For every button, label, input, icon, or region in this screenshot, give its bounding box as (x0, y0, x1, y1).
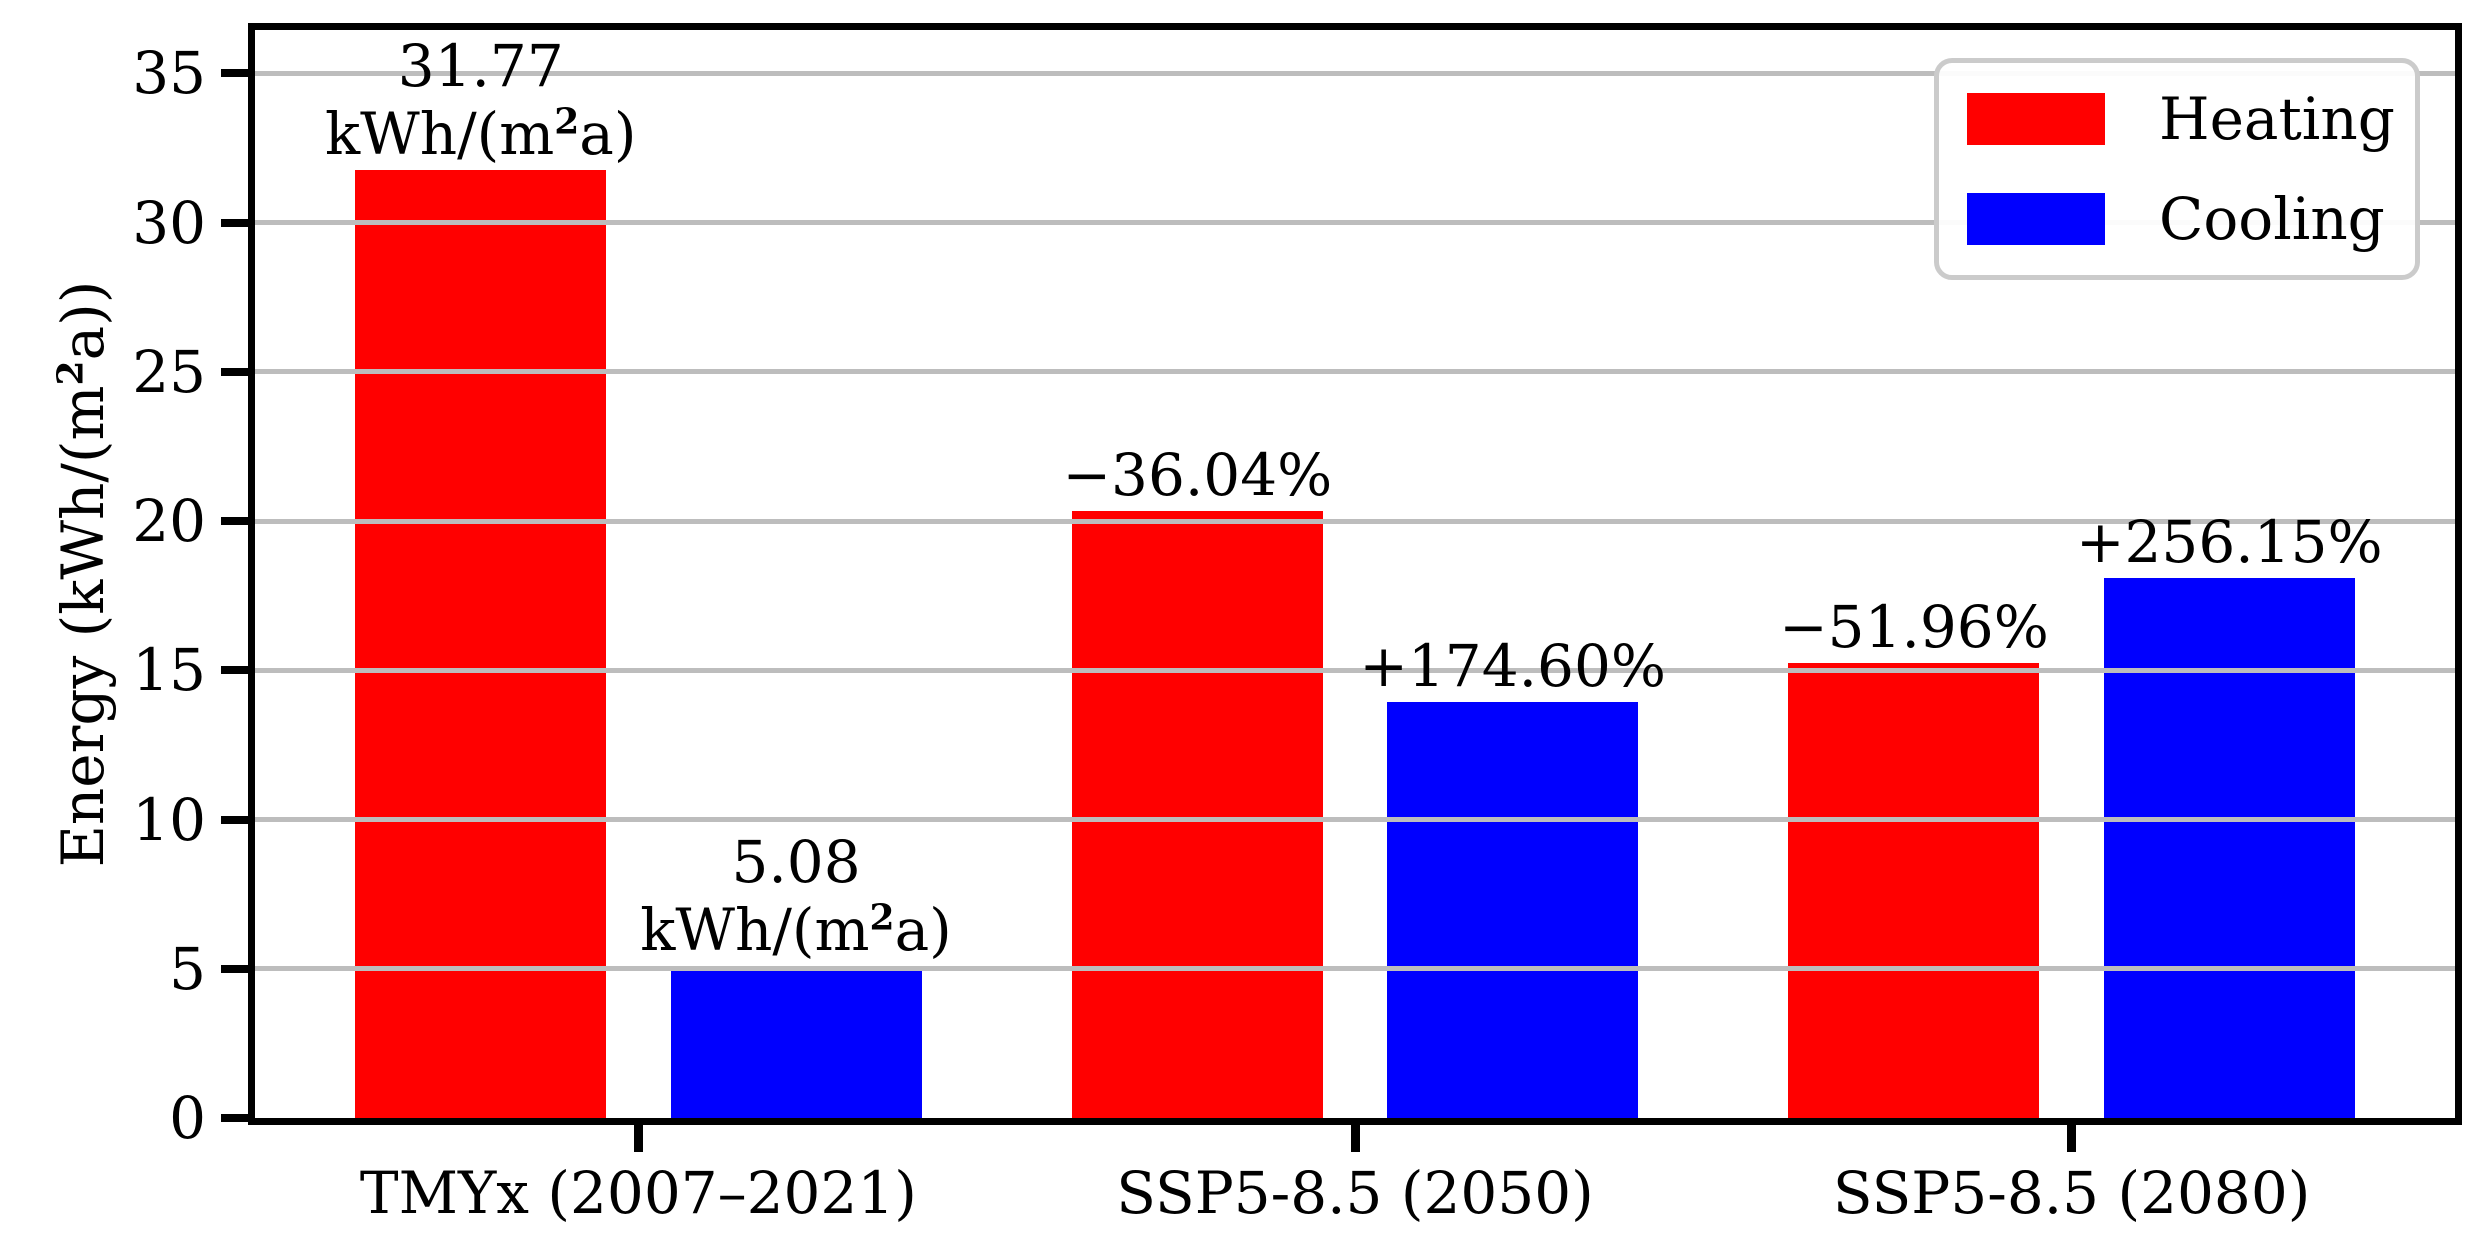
bar-label-cooling-1: +174.60% (1359, 631, 1666, 700)
y-tick-label-35: 35 (132, 39, 206, 108)
legend: Heating Cooling (1934, 58, 2420, 280)
y-tick-35 (221, 69, 255, 78)
y-tick-5 (221, 964, 255, 973)
x-tick-label-2: SSP5-8.5 (2080) (1832, 1159, 2311, 1227)
bar-heating-0 (355, 169, 607, 1118)
y-tick-30 (221, 218, 255, 227)
y-tick-25 (221, 367, 255, 376)
gridline-30 (255, 220, 2455, 226)
gridline-25 (255, 369, 2455, 375)
bar-cooling-1 (1387, 701, 1639, 1118)
y-tick-label-25: 25 (132, 337, 206, 406)
legend-label-cooling: Cooling (2159, 185, 2385, 253)
x-tick-label-1: SSP5-8.5 (2050) (1116, 1159, 1594, 1227)
y-tick-label-10: 10 (132, 785, 206, 854)
y-tick-0 (221, 1114, 255, 1122)
bar-label-heating-2: −51.96% (1779, 592, 2049, 661)
y-tick-15 (221, 666, 255, 675)
bar-label-heating-1: −36.04% (1062, 441, 1333, 510)
gridline-10 (255, 817, 2455, 823)
bar-heating-2 (1788, 662, 2040, 1118)
bar-heating-1 (1071, 511, 1323, 1118)
y-tick-label-30: 30 (132, 188, 206, 257)
y-tick-20 (221, 517, 255, 526)
bar-label-cooling-2: +256.15% (2075, 508, 2383, 577)
bar-label-cooling-0: 5.08 kWh/(m2a) (640, 828, 952, 965)
gridline-5 (255, 966, 2455, 972)
legend-row-cooling: Cooling (1967, 169, 2393, 269)
bar-cooling-2 (2103, 578, 2355, 1118)
bar-label-heating-0: 31.77 kWh/(m2a) (324, 31, 637, 168)
gridline-15 (255, 667, 2455, 673)
bar-cooling-0 (670, 966, 922, 1118)
legend-swatch-cooling (1967, 193, 2105, 245)
x-tick-2 (2067, 1125, 2077, 1152)
x-tick-label-0: TMYx (2007–2021) (359, 1159, 917, 1227)
legend-row-heating: Heating (1967, 69, 2395, 169)
gridline-20 (255, 518, 2455, 524)
y-tick-label-5: 5 (169, 934, 206, 1003)
x-tick-0 (633, 1125, 643, 1152)
gridline-35 (255, 70, 2455, 76)
legend-swatch-heating (1967, 93, 2105, 145)
x-tick-1 (1350, 1125, 1360, 1152)
y-tick-label-0: 0 (169, 1084, 206, 1152)
y-tick-label-15: 15 (132, 636, 206, 705)
legend-label-heating: Heating (2159, 85, 2395, 153)
y-tick-label-20: 20 (132, 487, 206, 556)
y-tick-10 (221, 815, 255, 824)
